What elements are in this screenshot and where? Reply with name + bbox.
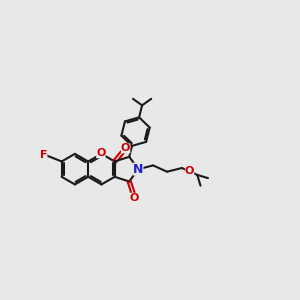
Text: O: O bbox=[96, 148, 106, 158]
Text: O: O bbox=[121, 143, 130, 153]
Text: O: O bbox=[185, 167, 194, 176]
Text: N: N bbox=[133, 163, 143, 176]
Text: F: F bbox=[40, 151, 47, 160]
Text: O: O bbox=[130, 193, 139, 203]
